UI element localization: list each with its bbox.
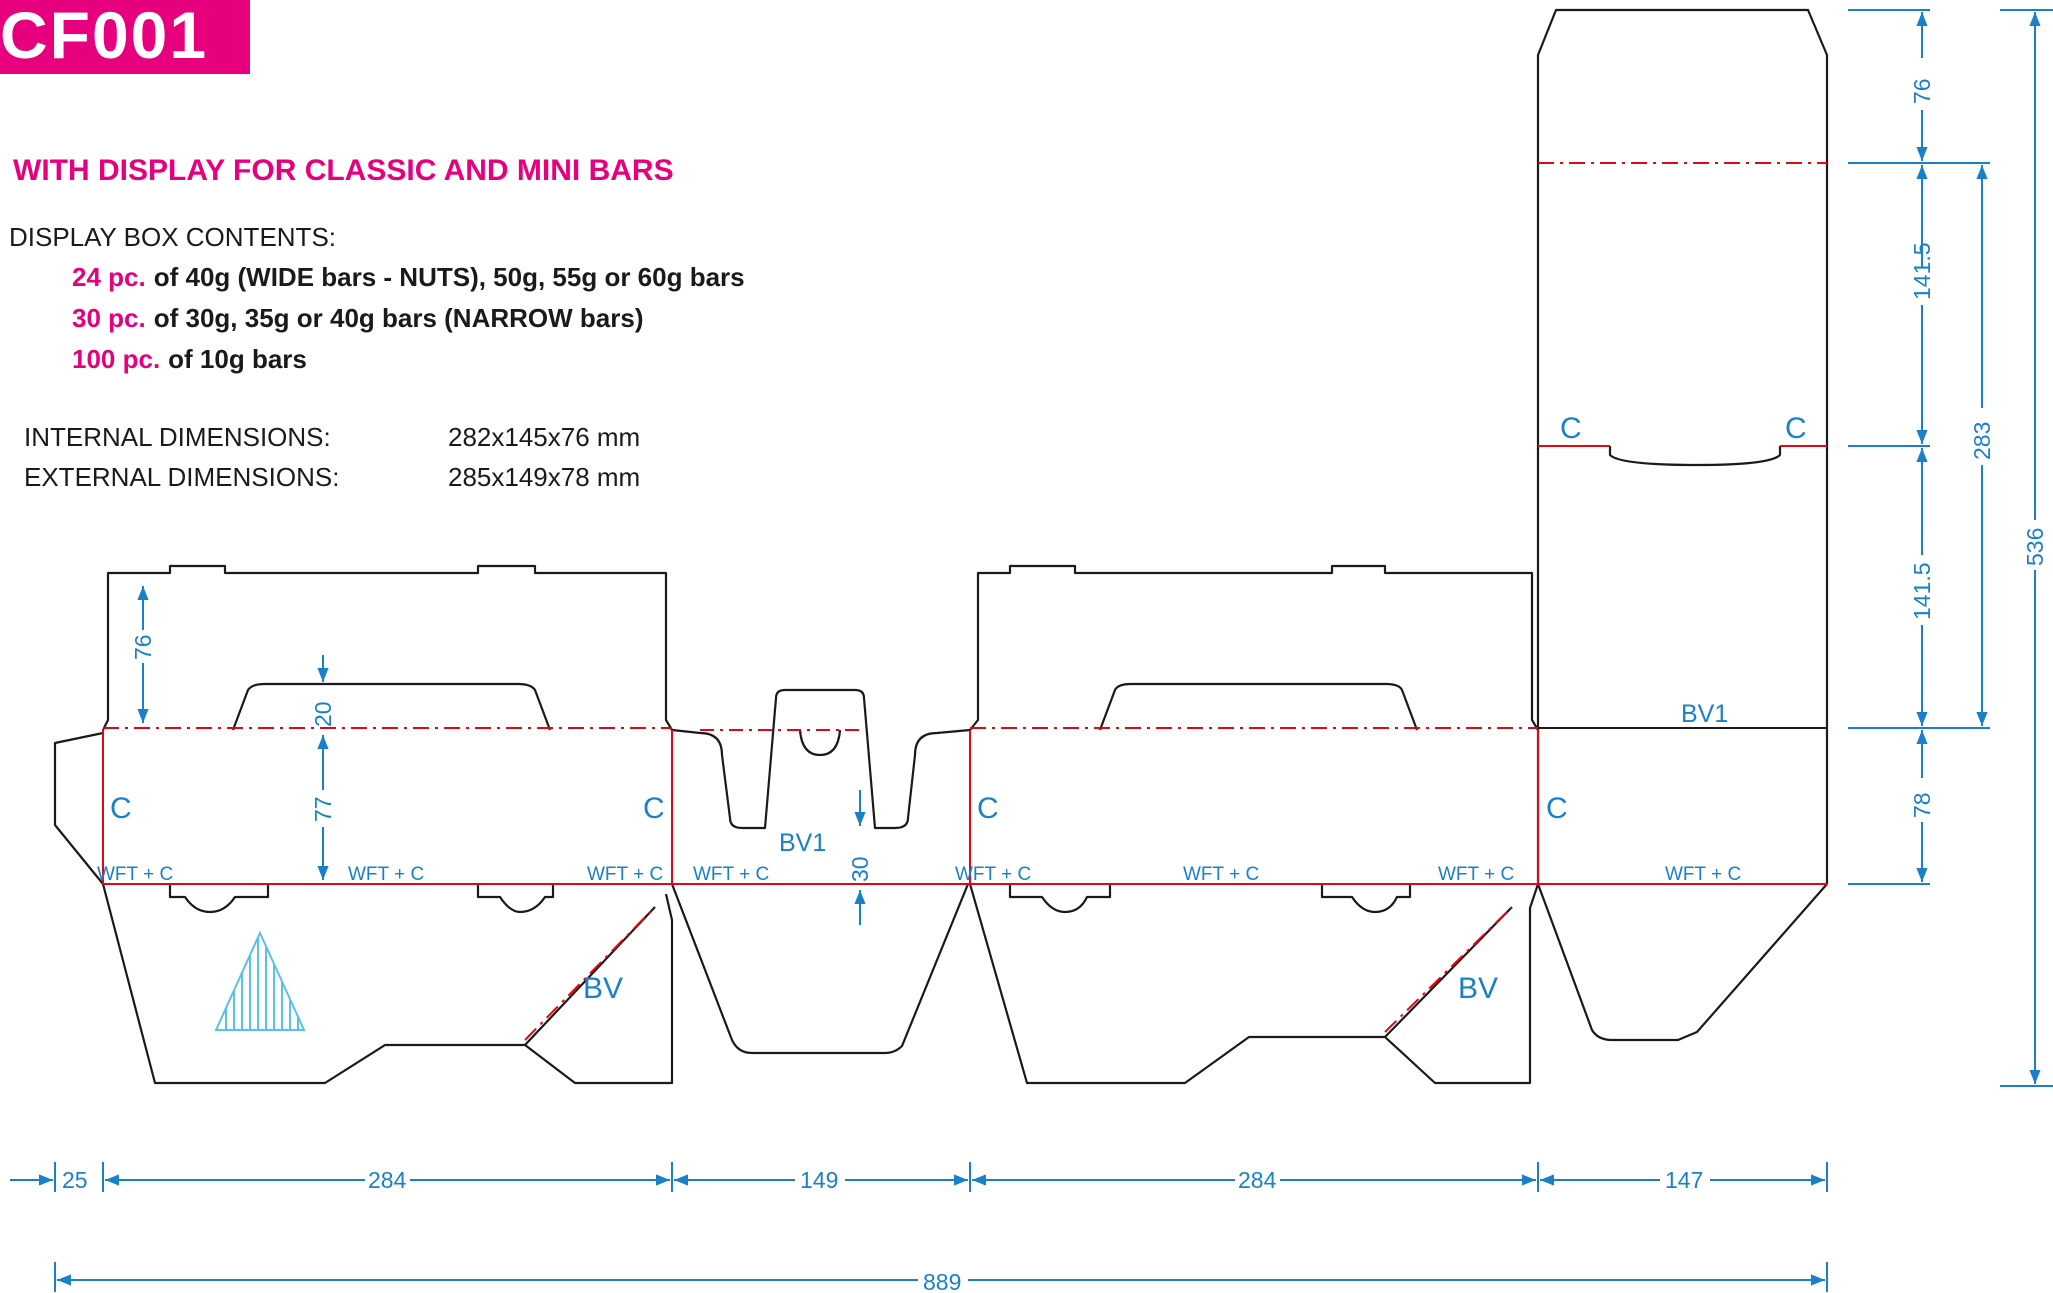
crease-lines — [102, 445, 1827, 885]
page-title: WITH DISPLAY FOR CLASSIC AND MINI BARS — [13, 154, 674, 187]
thumb-cutout — [1608, 446, 1782, 467]
label-c: C — [1560, 412, 1582, 445]
label-bv: BV — [583, 972, 623, 1005]
dim-base-78: 78 — [1909, 792, 1935, 818]
dim-total-536: 536 — [2022, 528, 2048, 566]
bottom-panel-right — [968, 883, 1540, 1085]
label-bv: BV — [1458, 972, 1498, 1005]
thumb-hole — [1008, 884, 1112, 914]
contents-qty: 100 pc. — [72, 344, 161, 374]
label-wft-c: WFT + C — [587, 864, 663, 885]
label-wft-c: WFT + C — [348, 864, 424, 885]
dimension-lines — [10, 9, 2053, 1292]
bv-notch-left — [524, 906, 656, 1046]
contents-line: 100 pc. of 10g bars — [72, 344, 307, 375]
product-code: CF001 — [0, 0, 209, 72]
contents-title: DISPLAY BOX CONTENTS: — [9, 222, 337, 252]
dim-total-889: 889 — [923, 1269, 961, 1293]
label-bv1: BV1 — [779, 829, 826, 857]
internal-dimensions-value: 282x145x76 mm — [448, 422, 641, 452]
contents-text: of 30g, 35g or 40g bars (NARROW bars) — [153, 303, 644, 333]
dim-side-284-a: 284 — [368, 1167, 407, 1193]
internal-dimensions-label: INTERNAL DIMENSIONS: — [24, 422, 331, 452]
thumb-hole — [168, 884, 270, 914]
external-dimensions-value: 285x149x78 mm — [448, 462, 641, 492]
dim-top-76: 76 — [1909, 78, 1935, 104]
contents-qty: 30 pc. — [72, 303, 146, 333]
end-panel-tall — [1536, 8, 1829, 884]
dim-side-284-b: 284 — [1238, 1167, 1277, 1193]
dim-span-283: 283 — [1969, 422, 1995, 460]
dim-tab-20: 20 — [310, 701, 336, 727]
cut-lines — [53, 8, 1829, 1085]
external-dimensions-label: EXTERNAL DIMENSIONS: — [24, 462, 340, 492]
dim-upper-141-5: 141.5 — [1909, 242, 1935, 300]
tab-left — [231, 682, 552, 731]
dim-lower-141-5: 141.5 — [1909, 562, 1935, 620]
tab-hole — [798, 729, 842, 757]
contents-text: of 40g (WIDE bars - NUTS), 50g, 55g or 6… — [153, 262, 745, 292]
contents-line: 24 pc. of 40g (WIDE bars - NUTS), 50g, 55… — [72, 262, 745, 293]
label-wft-c: WFT + C — [1665, 864, 1741, 885]
triangle-grain-icon — [214, 930, 306, 1031]
thumb-hole — [1320, 884, 1412, 914]
side-flap-top-left — [102, 564, 673, 731]
product-code-badge: CF001 — [0, 0, 250, 74]
side-flap-top-right — [969, 564, 1539, 731]
label-wft-c: WFT + C — [1438, 864, 1514, 885]
thumb-hole — [476, 884, 555, 914]
label-wft-c: WFT + C — [97, 864, 173, 885]
dim-end-149: 149 — [800, 1167, 838, 1193]
label-c: C — [1546, 792, 1568, 825]
label-c: C — [1785, 412, 1807, 445]
contents-line: 30 pc. of 30g, 35g or 40g bars (NARROW ba… — [72, 303, 643, 334]
end-panel-tall-bottom — [1536, 883, 1828, 1042]
tab-right — [1098, 682, 1419, 731]
label-wft-c: WFT + C — [693, 864, 769, 885]
dim-panel-77: 77 — [310, 796, 336, 822]
label-c: C — [110, 792, 132, 825]
dim-glue-25: 25 — [62, 1167, 88, 1193]
label-wft-c: WFT + C — [955, 864, 1031, 885]
label-wft-c: WFT + C — [1183, 864, 1259, 885]
end-panel-top — [671, 688, 971, 830]
dim-flap-76: 76 — [130, 634, 156, 660]
contents-text: of 10g bars — [168, 344, 307, 374]
label-c: C — [977, 792, 999, 825]
dim-end-147: 147 — [1665, 1167, 1703, 1193]
dim-tab-30: 30 — [847, 856, 873, 882]
label-bv1: BV1 — [1681, 700, 1728, 728]
contents-qty: 24 pc. — [72, 262, 146, 292]
end-panel-bottom — [670, 883, 970, 1055]
glue-flap — [53, 731, 104, 885]
perforation-lines — [103, 162, 1827, 1041]
label-c: C — [643, 792, 665, 825]
